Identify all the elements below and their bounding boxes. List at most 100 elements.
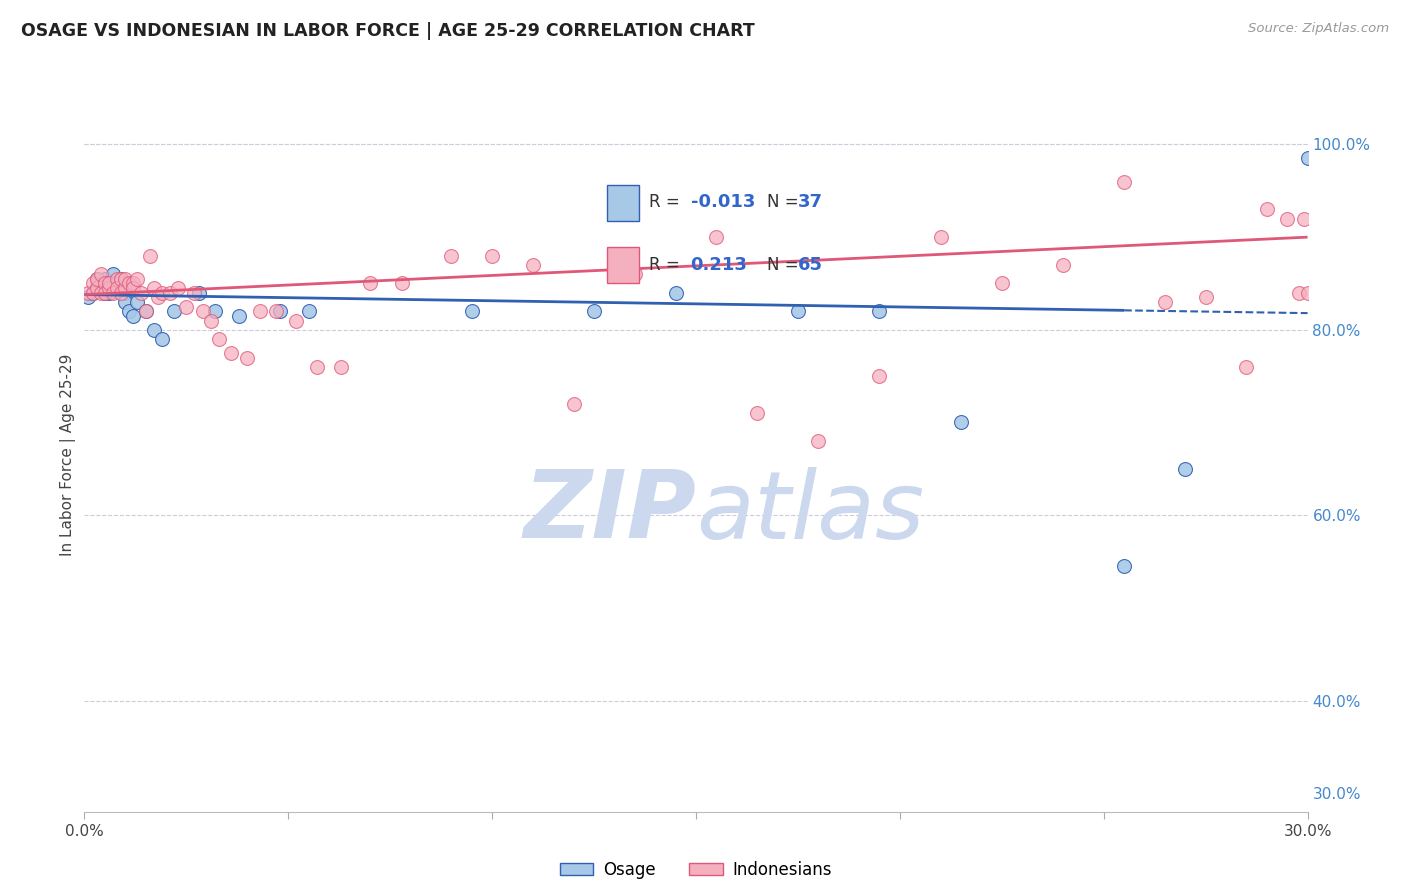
Point <box>1114 559 1136 574</box>
Point <box>191 304 214 318</box>
Point <box>1114 175 1136 189</box>
Point <box>105 277 128 291</box>
Text: atlas: atlas <box>696 467 924 558</box>
Text: Source: ZipAtlas.com: Source: ZipAtlas.com <box>1249 22 1389 36</box>
Point <box>93 272 117 286</box>
Point <box>1195 290 1218 304</box>
Point <box>583 304 606 318</box>
Point <box>1256 202 1278 217</box>
Point <box>86 281 108 295</box>
Point <box>787 304 810 318</box>
Text: N =: N = <box>766 255 804 274</box>
Point <box>142 281 165 295</box>
Point <box>82 277 104 291</box>
Point <box>1052 258 1074 272</box>
Point <box>93 285 117 300</box>
Point <box>298 304 321 318</box>
Point <box>97 281 120 295</box>
Point <box>142 323 165 337</box>
Point <box>127 295 149 310</box>
Point <box>101 285 124 300</box>
Point <box>269 304 291 318</box>
Point <box>950 416 973 430</box>
Point <box>204 304 226 318</box>
Y-axis label: In Labor Force | Age 25-29: In Labor Force | Age 25-29 <box>60 354 76 556</box>
Point <box>1174 462 1197 476</box>
Text: N =: N = <box>766 194 804 211</box>
Point <box>219 346 242 360</box>
Point <box>82 285 104 300</box>
Point <box>105 281 128 295</box>
Point <box>77 285 100 300</box>
Point <box>90 267 112 281</box>
Point <box>86 272 108 286</box>
FancyBboxPatch shape <box>607 185 640 221</box>
Point <box>101 267 124 281</box>
Point <box>105 272 128 286</box>
Text: 0.213: 0.213 <box>690 255 748 274</box>
Point <box>330 359 353 374</box>
Point <box>187 285 209 300</box>
Point <box>110 272 132 286</box>
Point <box>122 277 145 291</box>
Point <box>131 285 153 300</box>
Point <box>114 281 136 295</box>
Point <box>236 351 259 365</box>
Point <box>93 285 117 300</box>
Point <box>150 332 173 346</box>
Point <box>101 281 124 295</box>
Point <box>97 285 120 300</box>
Point <box>159 285 181 300</box>
Text: OSAGE VS INDONESIAN IN LABOR FORCE | AGE 25-29 CORRELATION CHART: OSAGE VS INDONESIAN IN LABOR FORCE | AGE… <box>21 22 755 40</box>
Point <box>1296 285 1319 300</box>
Point <box>991 277 1014 291</box>
Point <box>146 290 169 304</box>
Text: -0.013: -0.013 <box>690 194 755 211</box>
Point <box>1236 359 1258 374</box>
Point <box>624 267 647 281</box>
Point <box>208 332 231 346</box>
Point <box>305 359 328 374</box>
Point <box>150 285 173 300</box>
Point <box>264 304 287 318</box>
Point <box>1292 211 1315 226</box>
Point <box>122 309 145 323</box>
Point <box>127 272 149 286</box>
Point <box>183 285 205 300</box>
Point <box>1288 285 1310 300</box>
Point <box>1296 152 1319 166</box>
Point <box>391 277 413 291</box>
Point <box>86 272 108 286</box>
Legend: Osage, Indonesians: Osage, Indonesians <box>553 855 839 886</box>
Point <box>249 304 271 318</box>
Point <box>122 281 145 295</box>
Text: 65: 65 <box>797 255 823 274</box>
Text: R =: R = <box>650 194 686 211</box>
Text: R =: R = <box>650 255 690 274</box>
Point <box>747 406 769 420</box>
Point <box>440 249 463 263</box>
Point <box>82 285 104 300</box>
Point <box>665 285 688 300</box>
Point <box>481 249 503 263</box>
Point <box>110 285 132 300</box>
Point <box>90 285 112 300</box>
Point <box>167 281 190 295</box>
Point <box>97 277 120 291</box>
Point <box>114 285 136 300</box>
Point <box>110 272 132 286</box>
Point <box>135 304 157 318</box>
Point <box>359 277 381 291</box>
Text: 37: 37 <box>797 194 823 211</box>
Point <box>118 304 141 318</box>
Text: ZIP: ZIP <box>523 466 696 558</box>
Point <box>522 258 544 272</box>
Point <box>163 304 186 318</box>
Point <box>118 277 141 291</box>
Point <box>562 397 585 411</box>
Point <box>869 304 891 318</box>
Point <box>86 281 108 295</box>
Point <box>1154 295 1177 310</box>
Point <box>176 300 198 314</box>
Point <box>105 281 128 295</box>
